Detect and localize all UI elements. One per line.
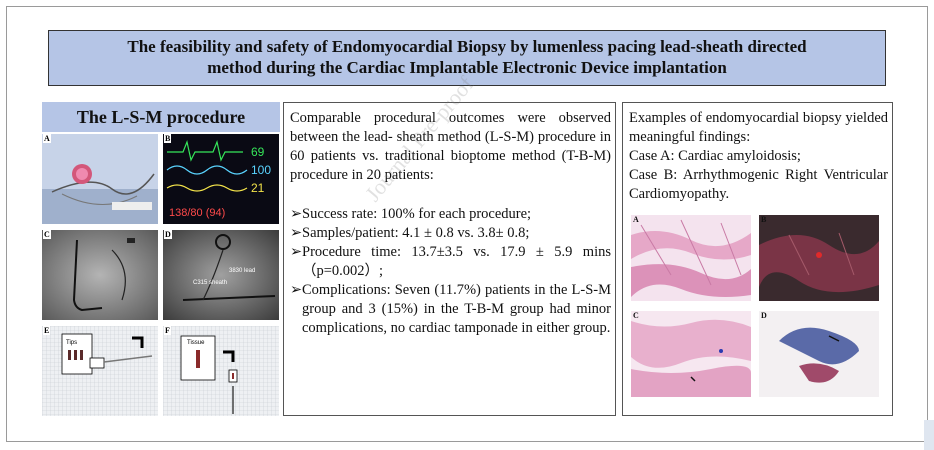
title-line-2: method during the Cardiac Implantable El… [207,58,727,77]
title-line-1: The feasibility and safety of Endomyocar… [127,37,807,56]
case-a-text: Case A: Cardiac amyloidosis; [629,148,801,164]
image-label: D [164,230,172,239]
poster-title: The feasibility and safety of Endomyocar… [48,30,886,86]
heart-rate-readout: 69 [251,145,265,159]
histology-image-c: C [631,311,751,397]
image-label: B [761,215,767,224]
histology-image-grid: A B C [631,215,887,411]
findings-intro: Examples of endomyocardial biopsy yielde… [629,110,888,145]
tissue-annotation: Tissue [187,340,205,346]
middle-panel: Comparable procedural outcomes were obse… [283,102,616,416]
resp-readout: 21 [251,181,265,195]
sheath-annotation: C315 sheath [193,280,227,286]
outcomes-intro: Comparable procedural outcomes were obse… [290,110,611,183]
middle-panel-text: Comparable procedural outcomes were obse… [290,109,611,338]
image-label: F [164,326,171,335]
right-panel: Examples of endomyocardial biopsy yielde… [622,102,893,416]
image-a-biopsy-sample-photo: A [42,134,158,224]
image-e-tissue-samples: E Tips [42,326,158,416]
image-d-fluoroscopy: D 3830 lead C315 sheath [163,230,279,320]
outcomes-list: ➢ Success rate: 100% for each procedure; … [290,205,611,338]
image-label: A [633,215,639,224]
corner-decoration [924,420,934,450]
list-item: ➢ Procedure time: 13.7±3.5 vs. 17.9 ± 5.9… [290,244,611,279]
image-label: C [633,311,639,320]
histology-image-d: D [759,311,879,397]
image-b-vital-monitor: B 69 100 21 138/80 (94) [163,134,279,224]
bp-readout: 138/80 (94) [169,207,225,219]
arrow-bullet-icon: ➢ [290,282,303,298]
case-b-text: Case B: Arrhythmogenic Right Ventricular… [629,167,888,202]
list-item: ➢ Samples/patient: 4.1 ± 0.8 vs. 3.8± 0.8… [290,225,530,241]
image-f-tissue-samples: F Tissue [163,326,279,416]
image-label: A [43,134,51,143]
arrow-bullet-icon: ➢ [290,225,303,241]
lead-annotation: 3830 lead [229,268,255,274]
list-item: ➢ Success rate: 100% for each procedure; [290,206,532,222]
left-panel-heading: The L-S-M procedure [42,102,280,132]
arrow-bullet-icon: ➢ [290,244,303,260]
spo2-readout: 100 [251,163,271,177]
image-label: B [164,134,172,143]
histology-image-b: B [759,215,879,301]
arrow-bullet-icon: ➢ [290,206,303,222]
right-panel-text: Examples of endomyocardial biopsy yielde… [629,109,888,204]
tips-annotation: Tips [66,340,77,346]
left-panel: The L-S-M procedure A B 69 [42,102,280,416]
image-c-fluoroscopy: C [42,230,158,320]
list-item: ➢ Complications: Seven (11.7%) patients i… [290,282,611,336]
image-label: D [761,311,767,320]
procedure-image-grid: A B 69 100 21 138/80 (94) [42,134,280,416]
image-label: E [43,326,51,335]
image-label: C [43,230,51,239]
poster-frame [6,6,928,442]
histology-image-a: A [631,215,751,301]
